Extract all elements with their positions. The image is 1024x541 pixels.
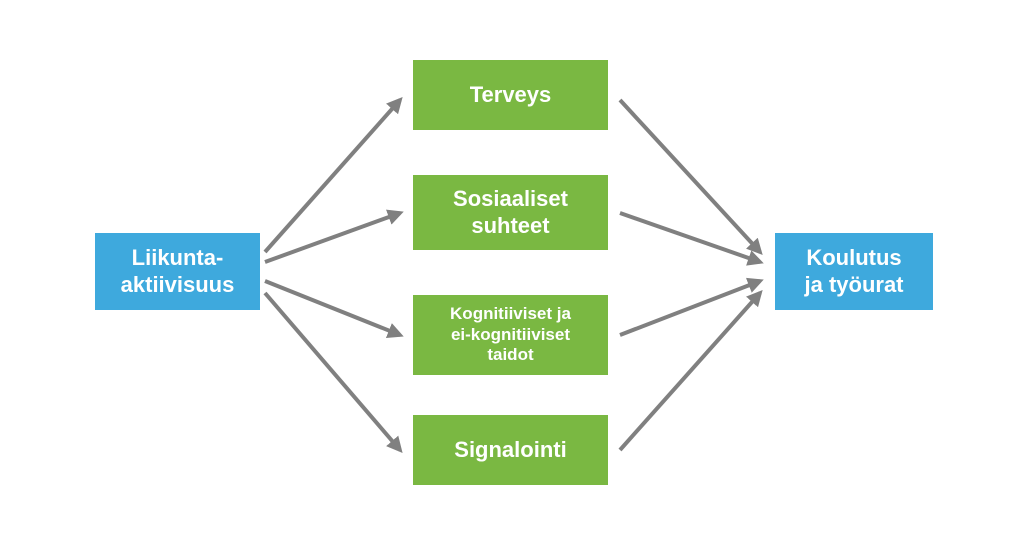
node-target-label: Koulutusja työurat	[804, 245, 903, 298]
node-kognitiiviset-label: Kognitiiviset jaei-kognitiivisettaidot	[450, 304, 571, 365]
arrow	[265, 100, 400, 252]
arrow	[620, 281, 760, 335]
arrow	[265, 213, 400, 262]
node-signalointi-label: Signalointi	[454, 437, 566, 463]
arrow	[620, 213, 760, 262]
diagram-canvas: { "diagram": { "type": "flowchart", "bac…	[0, 0, 1024, 541]
node-terveys-label: Terveys	[470, 82, 552, 108]
node-target: Koulutusja työurat	[775, 233, 933, 310]
arrow	[620, 100, 760, 252]
node-source: Liikunta-aktiivisuus	[95, 233, 260, 310]
node-sosiaaliset-label: Sosiaalisetsuhteet	[453, 186, 568, 239]
arrow	[265, 281, 400, 335]
arrow	[265, 293, 400, 450]
node-kognitiiviset: Kognitiiviset jaei-kognitiivisettaidot	[413, 295, 608, 375]
node-terveys: Terveys	[413, 60, 608, 130]
node-sosiaaliset: Sosiaalisetsuhteet	[413, 175, 608, 250]
node-source-label: Liikunta-aktiivisuus	[121, 245, 235, 298]
node-signalointi: Signalointi	[413, 415, 608, 485]
arrow	[620, 293, 760, 450]
